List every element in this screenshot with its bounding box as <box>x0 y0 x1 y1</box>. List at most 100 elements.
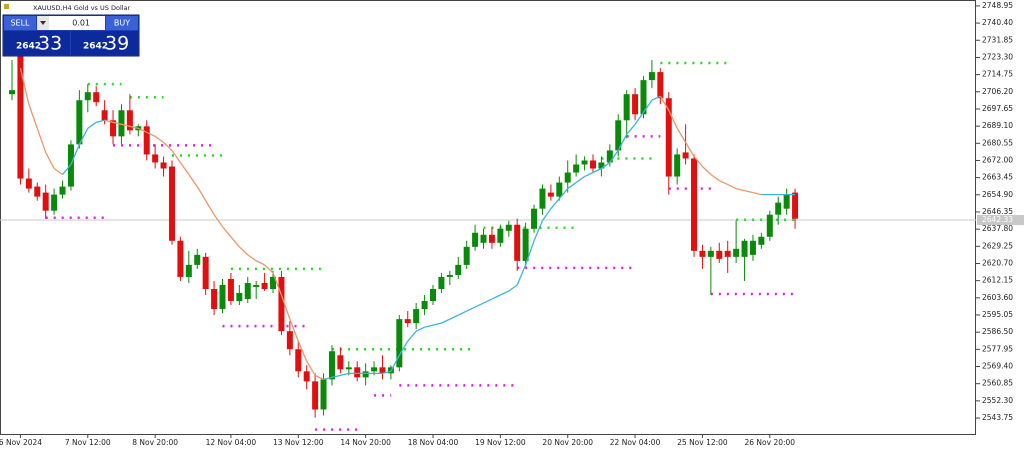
ma-segment <box>398 340 409 356</box>
y-tick-label: 2620.70 <box>982 258 1013 267</box>
candle-body <box>328 351 335 380</box>
candle-body <box>792 192 799 219</box>
candle-body <box>236 293 243 302</box>
y-tick-label: 2637.80 <box>982 224 1013 233</box>
candle-body <box>354 367 361 378</box>
candle-body <box>152 154 159 163</box>
ma-segment <box>70 144 80 165</box>
ma-segment <box>238 246 249 256</box>
candle-body <box>404 319 411 324</box>
ma-segment <box>516 264 527 286</box>
ma-segment <box>744 189 754 194</box>
candle-body <box>110 120 117 137</box>
x-tick-label: 12 Nov 04:00 <box>206 438 257 447</box>
candle-body <box>337 355 344 370</box>
bid-pips: 33 <box>38 33 62 55</box>
candle-body <box>270 276 277 289</box>
candle-body <box>522 228 529 261</box>
candle-body <box>724 250 731 257</box>
candle-body <box>547 192 554 197</box>
candle-body <box>185 264 192 277</box>
ma-segment <box>28 104 38 129</box>
candle-body <box>657 72 664 99</box>
ma-segment <box>280 294 291 320</box>
ma-segment <box>62 164 72 175</box>
x-tick-label: 13 Nov 12:00 <box>273 438 324 447</box>
candle-body <box>632 94 639 115</box>
y-tick-label: 2543.75 <box>982 413 1013 422</box>
ma-segment <box>87 121 97 129</box>
x-tick-label: 22 Nov 04:00 <box>610 438 661 447</box>
ma-segment <box>727 183 737 190</box>
ma-segment <box>138 127 147 133</box>
ma-segment <box>483 298 493 304</box>
candle-body <box>413 309 420 324</box>
buy-label: BUY <box>114 19 130 28</box>
candle-body <box>42 192 49 211</box>
candle-body <box>674 154 681 177</box>
ma-segment <box>424 324 434 328</box>
buy-button[interactable] <box>106 16 138 30</box>
lot-input[interactable] <box>49 16 105 30</box>
ma-segment <box>558 188 569 200</box>
y-tick-label: 2723.30 <box>982 52 1013 61</box>
ma-segment <box>609 150 619 163</box>
candle-body <box>371 367 378 372</box>
candle-body <box>480 234 487 243</box>
candle-body <box>84 92 91 101</box>
ma-segment <box>449 314 459 320</box>
sell-button[interactable] <box>4 16 36 30</box>
x-tick-label: 6 Nov 2024 <box>0 438 42 447</box>
ma-segment <box>36 128 47 153</box>
candle-body <box>430 288 436 302</box>
ask-box[interactable] <box>71 31 138 55</box>
candle-body <box>589 160 596 169</box>
ma-segment <box>500 290 510 296</box>
ma-segment <box>171 150 181 163</box>
x-tick-label: 20 Nov 20:00 <box>542 438 593 447</box>
ma-segment <box>112 121 122 125</box>
candle-body <box>202 256 209 289</box>
ma-segment <box>264 264 274 274</box>
candle-body <box>194 254 201 265</box>
candle-body <box>93 92 100 103</box>
candle-body <box>573 164 580 173</box>
lot-value: 0.01 <box>72 19 90 28</box>
ma-segment <box>340 372 349 376</box>
candle-body <box>699 250 706 257</box>
y-tick-label: 2595.05 <box>982 310 1013 319</box>
ma-segment <box>306 360 316 376</box>
ask-pips: 39 <box>105 33 129 55</box>
ma-segment <box>592 167 602 174</box>
candle-body <box>606 150 613 163</box>
bid-box[interactable] <box>4 31 70 55</box>
ma-segment <box>693 156 703 167</box>
ma-segment <box>179 162 190 175</box>
ma-segment <box>617 134 628 151</box>
ma-segment <box>466 306 476 312</box>
candle-body <box>362 371 369 378</box>
y-tick-label: 2612.15 <box>982 276 1013 285</box>
y-tick-label: 2706.20 <box>982 87 1013 96</box>
ma-segment <box>601 161 611 170</box>
ma-segment <box>78 128 89 145</box>
ma-segment <box>541 208 552 222</box>
sell-label: SELL <box>10 19 30 28</box>
candle-body <box>286 331 293 350</box>
candle-body <box>278 276 285 332</box>
y-tick-label: 2731.85 <box>982 35 1013 44</box>
y-tick-label: 2697.65 <box>982 104 1013 113</box>
candle-body <box>312 381 319 410</box>
ma-segment <box>196 186 207 201</box>
y-tick-label: 2603.60 <box>982 293 1013 302</box>
ma-segment <box>255 260 265 266</box>
ma-segment <box>104 119 114 123</box>
x-tick-label: 8 Nov 20:00 <box>132 438 178 447</box>
ma-segment <box>331 374 341 378</box>
ma-segment <box>432 322 442 326</box>
candle-body <box>76 100 83 145</box>
ma-segment <box>508 284 518 292</box>
bid-main: 2642 <box>16 42 41 52</box>
